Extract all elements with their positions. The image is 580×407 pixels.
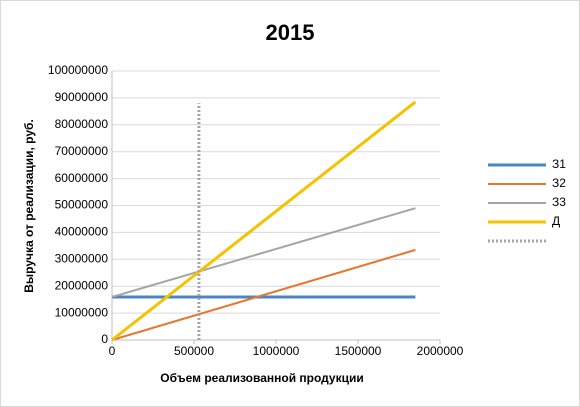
y-tick-label: 10000000 <box>55 305 109 319</box>
legend-label: З1 <box>552 157 566 171</box>
x-tick-label: 2000000 <box>417 344 464 358</box>
series-line <box>111 207 416 298</box>
x-tick-label: 1000000 <box>253 344 300 358</box>
y-tick-label: 50000000 <box>55 198 109 212</box>
y-tick-label: 60000000 <box>55 171 109 185</box>
x-axis-title: Объем реализованной продукции <box>160 371 364 385</box>
y-tick-label: 0 <box>101 332 108 346</box>
x-tick-label: 0 <box>109 344 116 358</box>
series-line <box>111 248 416 341</box>
x-tick-label: 500000 <box>174 344 214 358</box>
y-tick-label: 30000000 <box>55 251 109 265</box>
y-tick-label: 90000000 <box>55 90 109 104</box>
legend-label: Д <box>552 214 560 228</box>
x-tick-label: 1500000 <box>335 344 382 358</box>
y-tick-label: 80000000 <box>55 117 109 131</box>
y-tick-label: 70000000 <box>55 144 109 158</box>
y-tick-label: 100000000 <box>48 63 108 77</box>
legend-label: З3 <box>552 195 566 209</box>
y-axis-title: Выручка от реализации, руб. <box>22 119 36 293</box>
y-tick-label: 20000000 <box>55 278 109 292</box>
legend-label: З2 <box>552 176 566 190</box>
chart-title: 2015 <box>266 20 315 45</box>
series-line <box>111 100 417 342</box>
y-tick-label: 40000000 <box>55 225 109 239</box>
